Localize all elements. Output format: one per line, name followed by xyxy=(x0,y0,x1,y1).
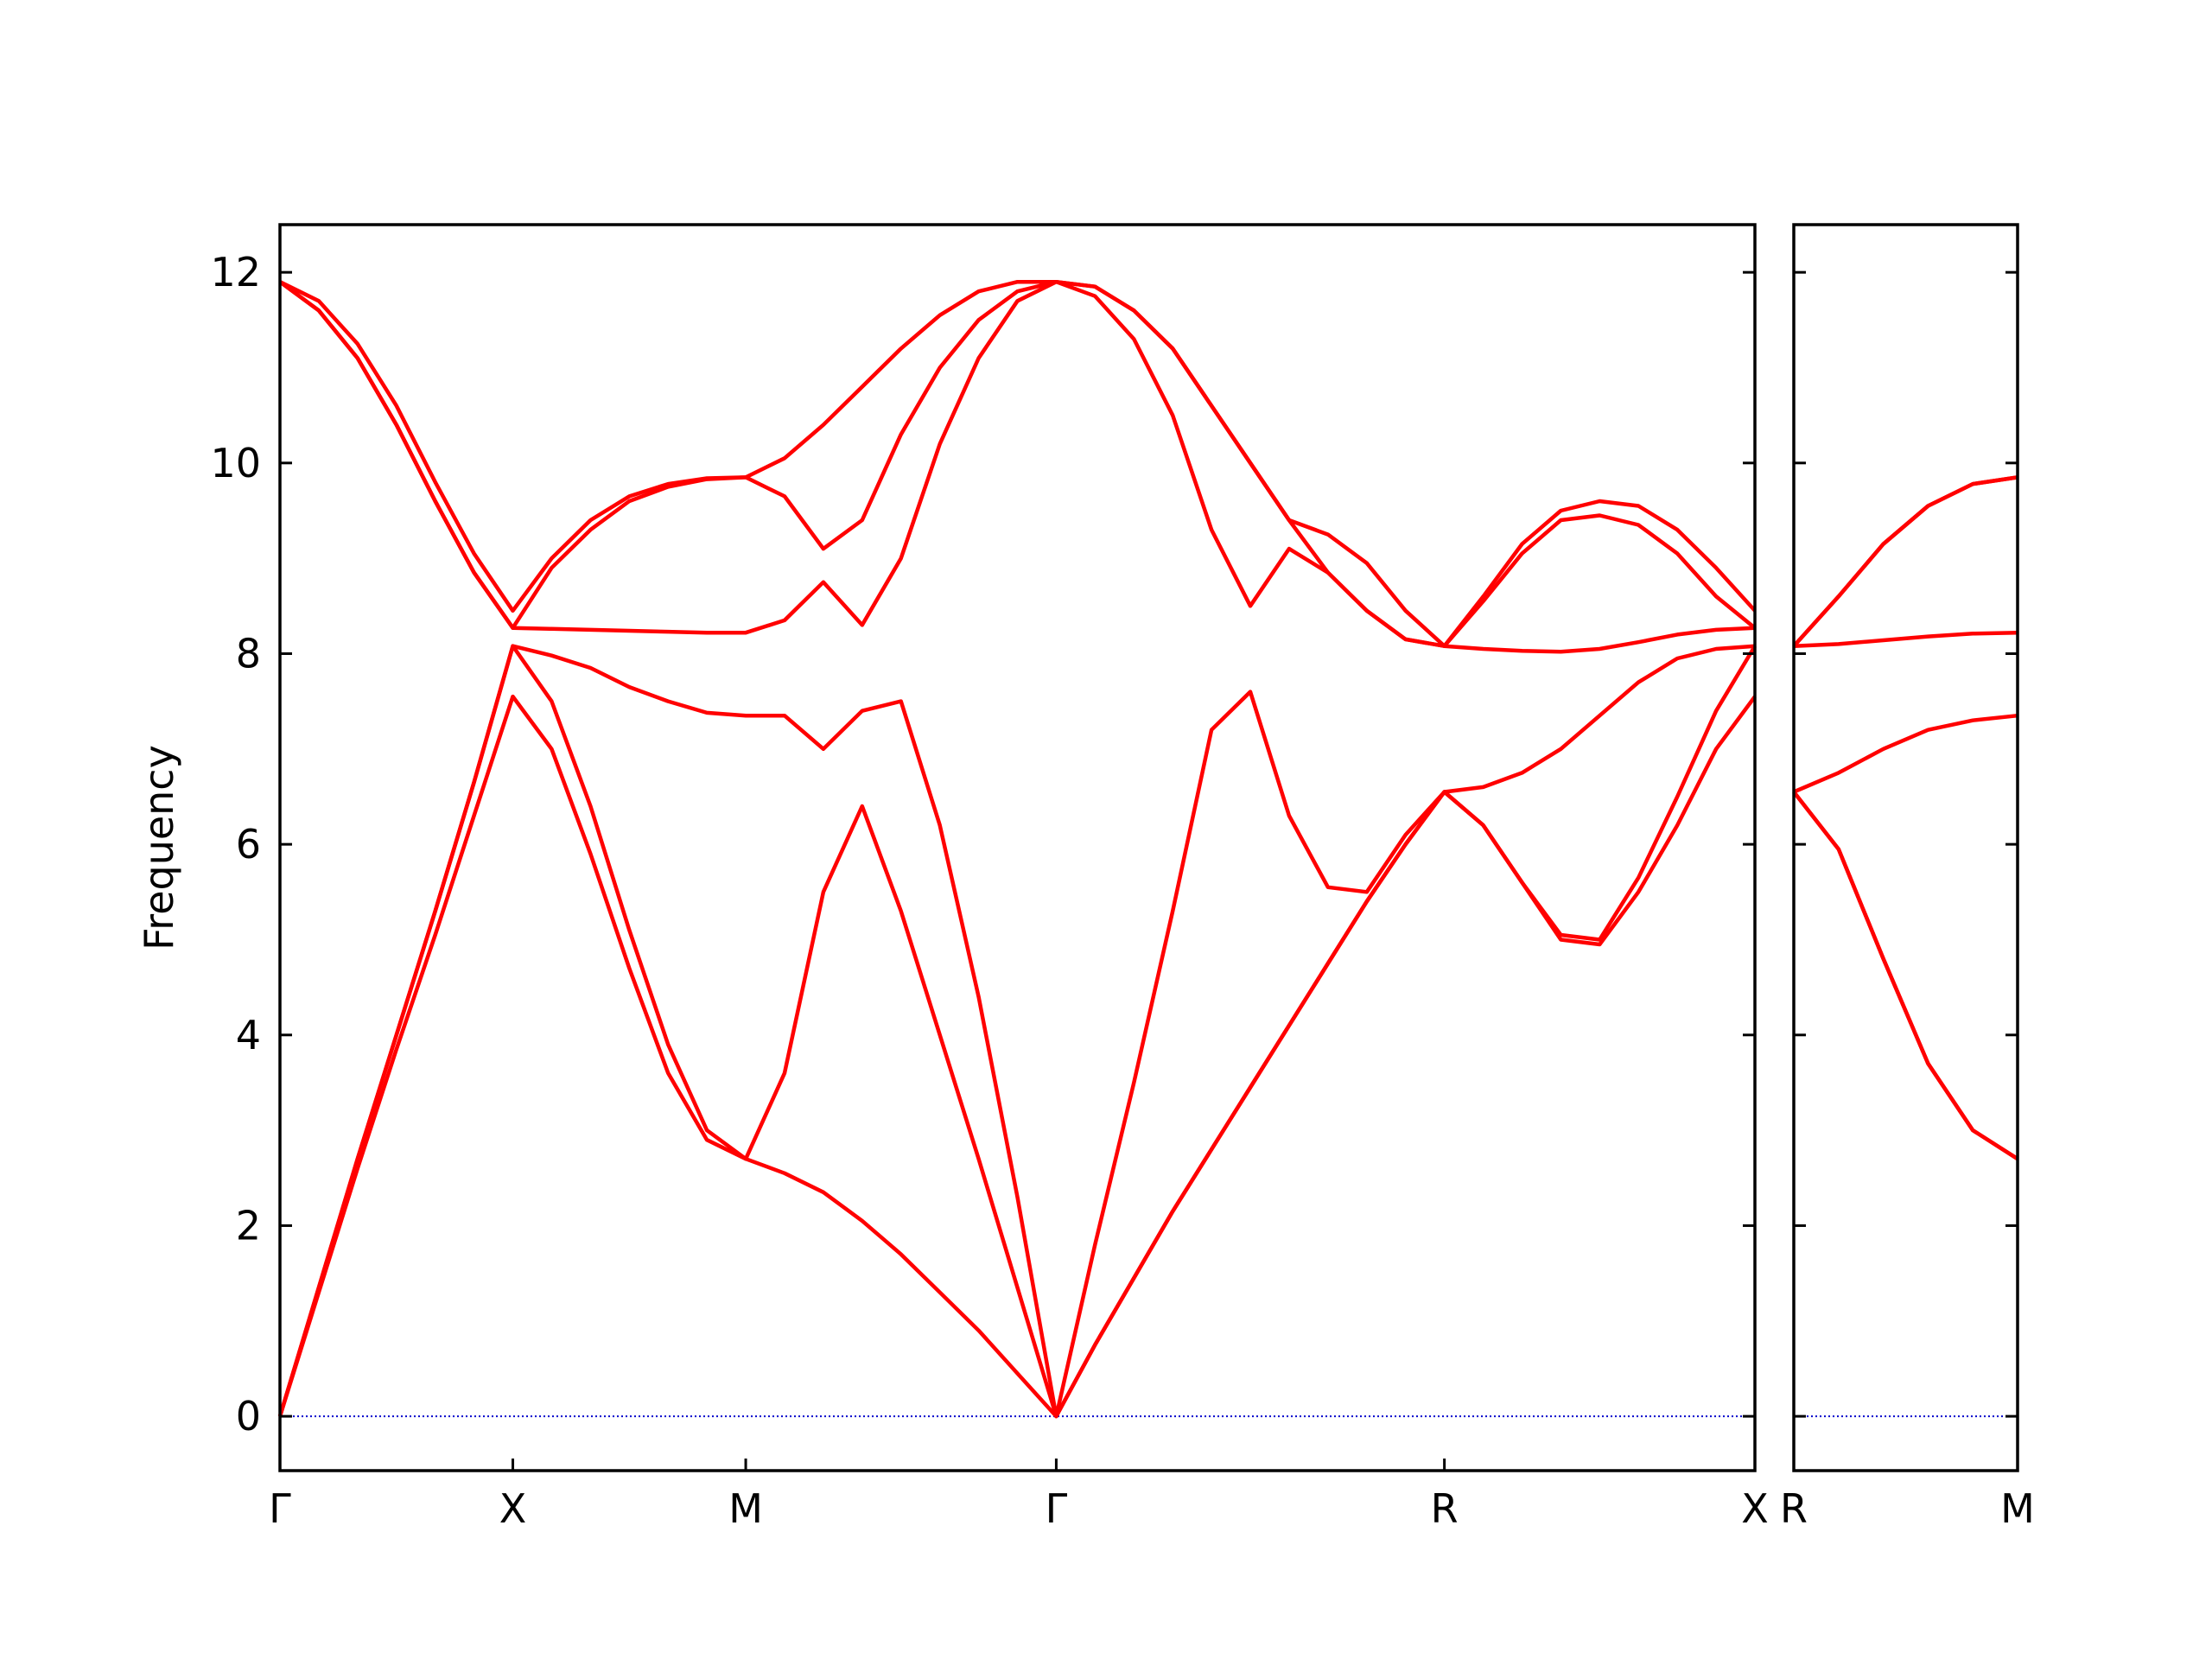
axes-frame xyxy=(1792,223,2019,1472)
band-line xyxy=(1792,475,2018,648)
axes-frame xyxy=(278,223,1757,1472)
band-line xyxy=(1792,791,2019,1161)
x-tick-label: R xyxy=(1431,1485,1459,1532)
x-tick-label: Γ xyxy=(269,1485,291,1532)
x-tick-label: X xyxy=(1741,1485,1769,1532)
x-tick-label: Γ xyxy=(1046,1485,1068,1532)
y-tick-label: 4 xyxy=(236,1012,261,1058)
y-tick-label: 0 xyxy=(236,1393,261,1440)
band-line xyxy=(278,279,1756,654)
y-tick-label: 6 xyxy=(236,821,261,868)
band-line xyxy=(278,279,1757,648)
x-tick-label: X xyxy=(499,1485,527,1532)
band-line xyxy=(279,279,1757,648)
x-tick-label: R xyxy=(1780,1485,1808,1532)
y-tick-label: 12 xyxy=(210,249,261,296)
x-tick-label: M xyxy=(728,1485,763,1532)
band-line xyxy=(1793,630,2018,648)
band-line xyxy=(1792,475,2018,648)
y-tick-label: 10 xyxy=(210,440,261,486)
y-tick-label: 2 xyxy=(236,1202,261,1249)
band-line xyxy=(1792,791,2019,1161)
band-line xyxy=(1793,713,2018,794)
y-axis-label: Frequency xyxy=(136,745,182,950)
panel: 0 2 4 6 8 10 12 Γ X M Γ R X Frequency xyxy=(136,223,1769,1532)
band-line xyxy=(277,644,1756,1419)
y-tick-label: 8 xyxy=(236,630,261,677)
band-line xyxy=(277,644,1757,1419)
x-tick-label: M xyxy=(2000,1485,2035,1532)
band-line xyxy=(277,694,1757,1419)
